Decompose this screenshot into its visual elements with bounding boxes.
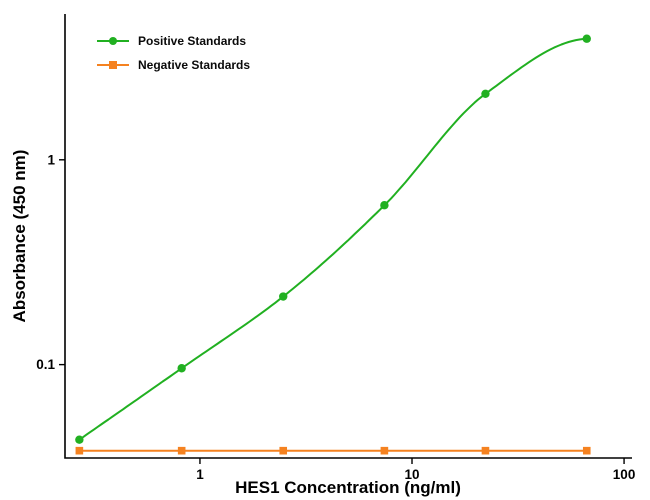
x-axis-label: HES1 Concentration (ng/ml) — [235, 478, 461, 497]
data-point-marker — [481, 446, 490, 455]
y-tick-label: 0.1 — [36, 357, 55, 372]
legend-item-positive-standards: Positive Standards — [96, 34, 250, 48]
legend-label-negative-standards: Negative Standards — [138, 58, 251, 72]
legend: Positive Standards Negative Standards — [96, 34, 250, 72]
axes — [64, 14, 632, 459]
y-tick-label: 1 — [47, 152, 55, 167]
y-axis-label: Absorbance (450 nm) — [10, 149, 29, 323]
x-tick-label: 100 — [613, 467, 636, 482]
x-tick-label: 10 — [404, 467, 419, 482]
negative-series-sample-icon — [97, 61, 129, 69]
legend-item-negative-standards: Negative Standards — [96, 58, 250, 72]
positive-series-sample-icon — [97, 37, 129, 45]
x-tick-label: 1 — [196, 467, 204, 482]
data-point-marker — [481, 89, 490, 98]
data-point-marker — [279, 292, 288, 301]
data-point-marker — [75, 435, 84, 444]
data-point-marker — [380, 446, 389, 455]
data-point-marker — [75, 446, 84, 455]
legend-label-positive-standards: Positive Standards — [138, 34, 247, 48]
positive-standards-curve — [78, 37, 588, 441]
data-point-marker — [177, 446, 186, 455]
data-point-marker — [582, 34, 591, 43]
data-point-marker — [279, 446, 288, 455]
data-point-marker — [380, 201, 389, 210]
data-point-marker — [582, 446, 591, 455]
data-point-marker — [177, 364, 186, 373]
